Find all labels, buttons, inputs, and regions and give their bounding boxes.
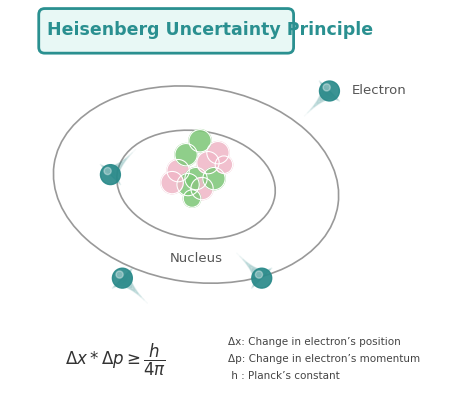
Polygon shape	[317, 85, 336, 104]
Polygon shape	[314, 87, 334, 107]
Polygon shape	[103, 165, 120, 182]
Circle shape	[161, 172, 183, 194]
Circle shape	[189, 130, 211, 152]
Circle shape	[104, 168, 111, 174]
Circle shape	[167, 160, 189, 182]
Polygon shape	[104, 162, 123, 180]
Circle shape	[191, 177, 213, 200]
Text: Δp: Change in electron’s momentum: Δp: Change in electron’s momentum	[228, 354, 420, 364]
Polygon shape	[118, 274, 138, 294]
Polygon shape	[119, 275, 141, 297]
Circle shape	[197, 152, 219, 174]
Polygon shape	[117, 272, 135, 291]
Circle shape	[175, 144, 197, 166]
Circle shape	[203, 168, 225, 190]
Polygon shape	[253, 269, 271, 287]
Circle shape	[323, 84, 330, 91]
Text: Heisenberg Uncertainty Principle: Heisenberg Uncertainty Principle	[47, 21, 373, 39]
Polygon shape	[100, 164, 121, 185]
Polygon shape	[307, 89, 331, 113]
Circle shape	[252, 268, 272, 288]
Polygon shape	[101, 166, 119, 184]
Polygon shape	[115, 271, 132, 288]
Circle shape	[183, 190, 201, 207]
Polygon shape	[243, 259, 264, 281]
Polygon shape	[109, 152, 133, 176]
Circle shape	[116, 271, 123, 278]
Polygon shape	[108, 156, 129, 178]
Polygon shape	[106, 159, 126, 179]
Polygon shape	[246, 262, 266, 283]
Polygon shape	[252, 269, 269, 286]
Text: Nucleus: Nucleus	[170, 252, 222, 265]
Circle shape	[177, 173, 199, 196]
Polygon shape	[310, 88, 332, 110]
Circle shape	[215, 156, 233, 173]
Polygon shape	[239, 256, 263, 279]
Text: Electron: Electron	[351, 85, 406, 97]
Circle shape	[100, 165, 120, 184]
Text: Δx: Change in electron’s position: Δx: Change in electron’s position	[228, 337, 401, 347]
Text: $\Delta x * \Delta p \geq \dfrac{h}{4\pi}$: $\Delta x * \Delta p \geq \dfrac{h}{4\pi…	[64, 342, 166, 378]
Circle shape	[112, 268, 132, 288]
Polygon shape	[249, 265, 268, 284]
Text: h : Planck’s constant: h : Planck’s constant	[228, 371, 340, 381]
Polygon shape	[113, 269, 131, 287]
FancyBboxPatch shape	[39, 8, 293, 53]
Circle shape	[319, 81, 339, 101]
Circle shape	[207, 142, 229, 164]
Circle shape	[185, 168, 207, 190]
Polygon shape	[320, 83, 337, 101]
Polygon shape	[251, 268, 272, 288]
Polygon shape	[112, 268, 133, 288]
Circle shape	[255, 271, 263, 278]
Polygon shape	[319, 81, 340, 101]
Polygon shape	[320, 82, 338, 100]
Polygon shape	[121, 277, 145, 300]
